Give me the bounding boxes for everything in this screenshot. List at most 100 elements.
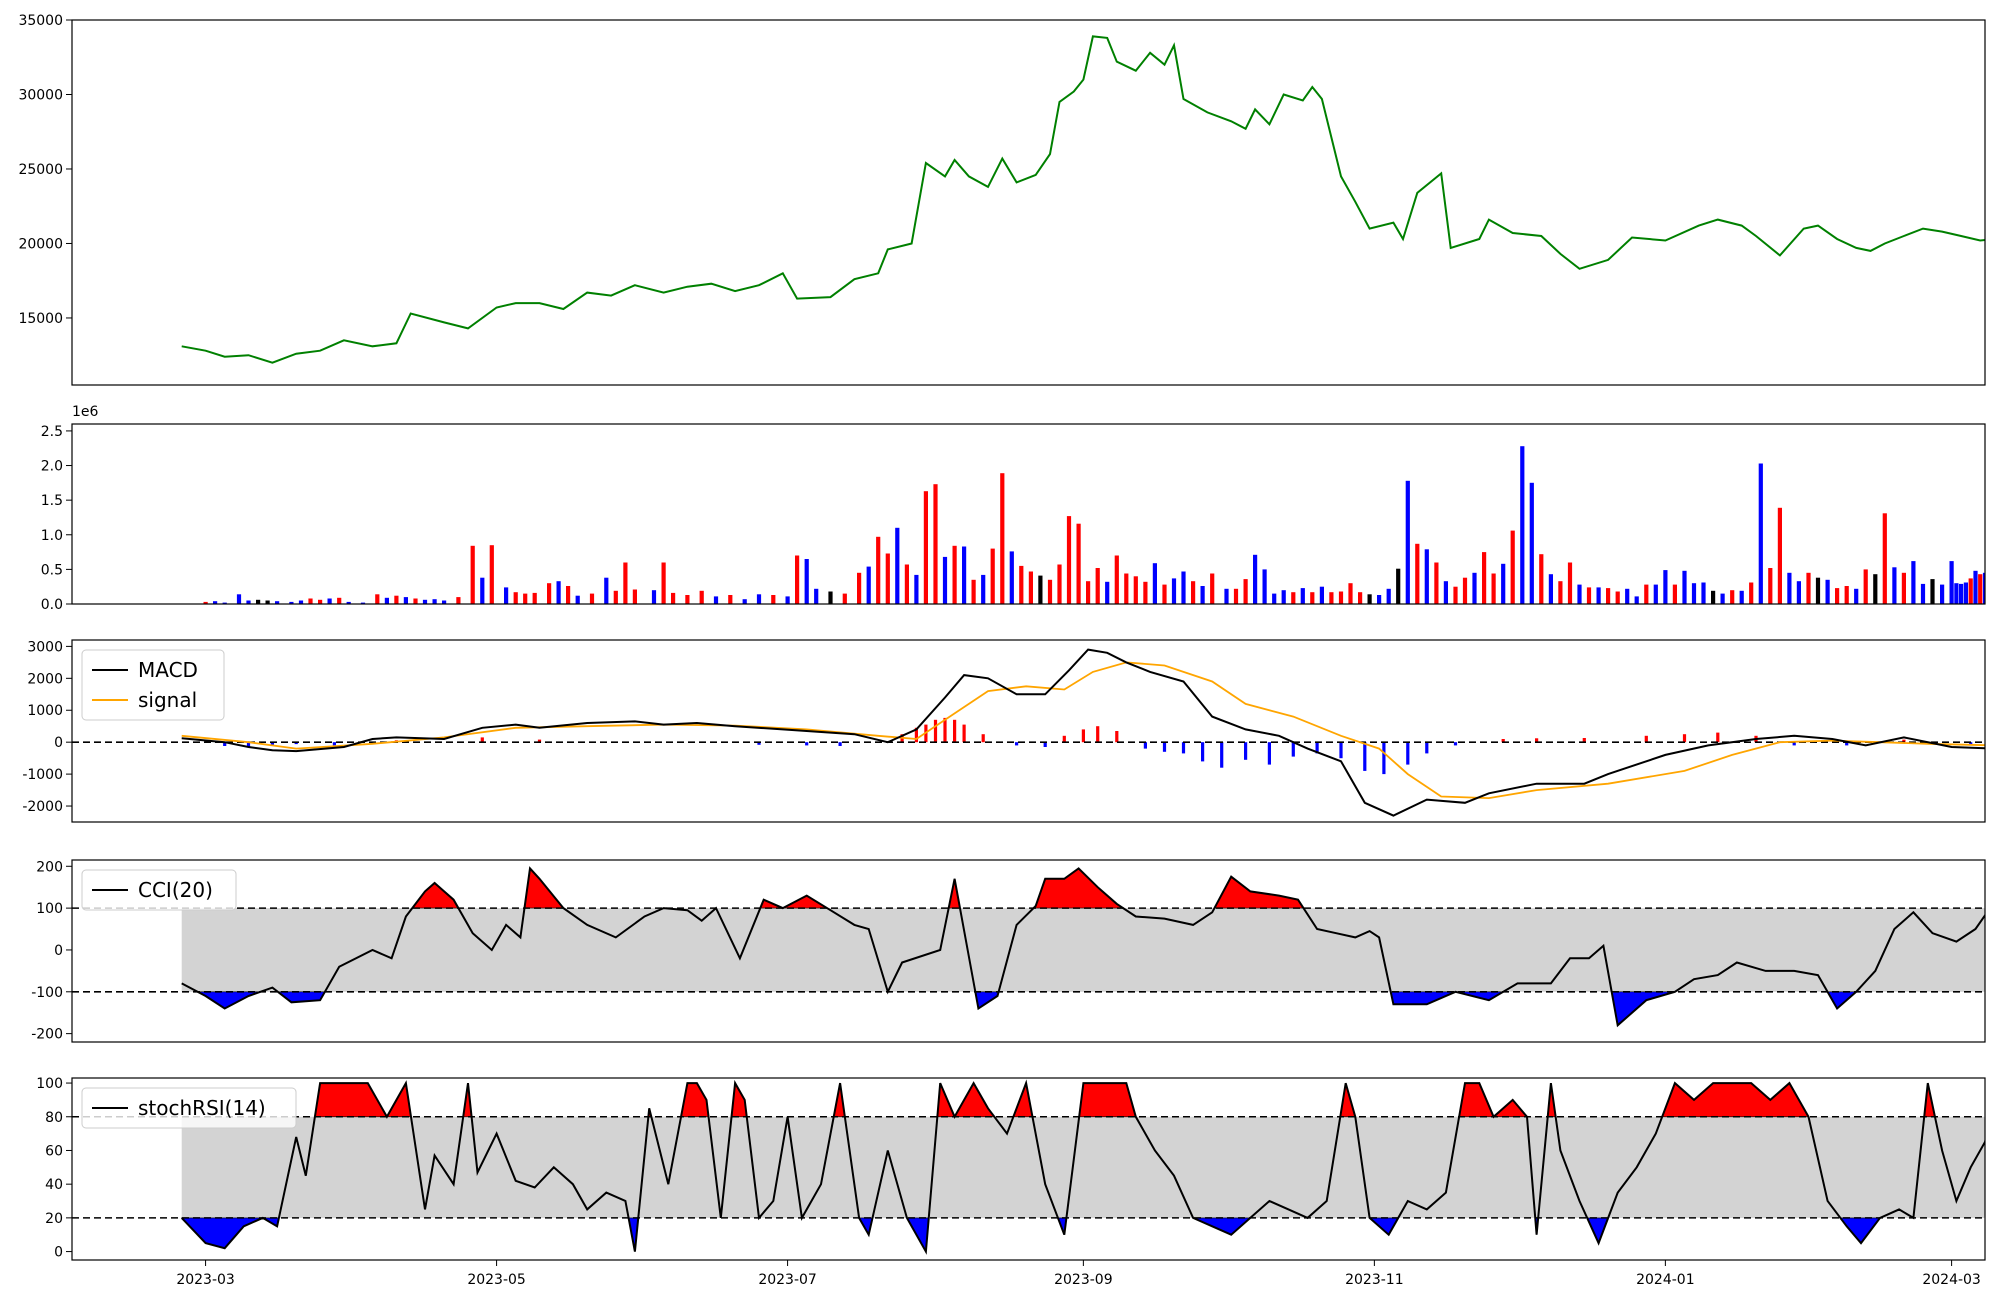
macd-histogram-bar — [1683, 734, 1686, 742]
volume-bar — [1568, 563, 1572, 605]
macd-histogram-bar — [1339, 742, 1342, 758]
volume-bar — [1453, 587, 1457, 604]
axis-scale-label: 1e6 — [72, 404, 99, 420]
volume-bar — [237, 594, 241, 604]
volume-bar — [623, 563, 627, 605]
macd-histogram-bar — [805, 742, 808, 745]
volume-bar — [1425, 549, 1429, 604]
x-tick-label: 2023-07 — [758, 1272, 817, 1288]
volume-bar — [1644, 585, 1648, 604]
volume-bar — [1682, 571, 1686, 604]
volume-bar — [604, 578, 608, 604]
x-tick-label: 2024-03 — [1922, 1272, 1981, 1288]
volume-bar — [981, 575, 985, 604]
y-tick-label: 200 — [36, 859, 63, 875]
volume-bar — [1973, 571, 1977, 604]
volume-bar — [1673, 585, 1677, 604]
volume-bar — [1950, 561, 1954, 604]
y-tick-label: 0.0 — [41, 597, 63, 613]
y-tick-label: 100 — [36, 901, 63, 917]
volume-bar — [700, 591, 704, 604]
oversold-fill — [1612, 992, 1675, 1026]
volume-bar — [1191, 581, 1195, 604]
volume-bar — [1558, 581, 1562, 604]
volume-bar — [886, 554, 890, 605]
volume-bar — [1181, 572, 1185, 605]
volume-bar — [1263, 569, 1267, 604]
volume-bar — [1387, 589, 1391, 604]
y-tick-label: 30000 — [18, 87, 63, 103]
volume-bar — [714, 596, 718, 604]
volume-bar — [504, 587, 508, 604]
volume-bar — [1396, 569, 1400, 604]
volume-bar — [1530, 483, 1534, 604]
volume-bar — [991, 549, 995, 604]
volume-bar — [1954, 583, 1958, 604]
y-tick-label: 60 — [45, 1143, 63, 1159]
volume-bar — [614, 591, 618, 604]
volume-bar — [1282, 590, 1286, 604]
volume-bar — [1520, 446, 1524, 604]
volume-bar — [590, 594, 594, 604]
volume-bar — [576, 596, 580, 604]
macd-line — [182, 650, 2000, 816]
volume-bar — [1301, 588, 1305, 604]
volume-bar — [1153, 563, 1157, 604]
volume-bar — [1992, 581, 1996, 604]
y-tick-label: 80 — [45, 1110, 63, 1126]
volume-bar — [972, 580, 976, 604]
x-tick-label: 2024-01 — [1636, 1272, 1695, 1288]
y-tick-label: 1.0 — [41, 528, 63, 544]
macd-histogram-bar — [963, 725, 966, 743]
legend-label: CCI(20) — [138, 878, 213, 902]
volume-bar — [1940, 585, 1944, 604]
x-tick-label: 2023-11 — [1345, 1272, 1404, 1288]
oversold-fill — [1391, 992, 1503, 1005]
volume-bar — [1234, 589, 1238, 604]
price-line — [182, 36, 2000, 362]
volume-bar — [1000, 473, 1004, 604]
volume-bar — [1348, 583, 1352, 604]
y-tick-label: -200 — [31, 1027, 63, 1043]
macd-histogram-bar — [1268, 742, 1271, 764]
panel-frame — [72, 640, 1985, 822]
macd-histogram-bar — [982, 734, 985, 742]
plot-area — [72, 1083, 2000, 1252]
volume-bar — [375, 594, 379, 604]
volume-bar — [1701, 583, 1705, 605]
y-tick-label: 1.5 — [41, 493, 63, 509]
plot-area — [72, 868, 2000, 1025]
y-tick-label: 0 — [54, 735, 63, 751]
y-tick-label: 15000 — [18, 311, 63, 327]
y-tick-label: 1000 — [27, 703, 63, 719]
volume-bar — [404, 597, 408, 604]
macd-histogram-bar — [1163, 742, 1166, 752]
y-tick-label: 25000 — [18, 162, 63, 178]
volume-bar — [924, 491, 928, 604]
volume-bar — [385, 598, 389, 604]
volume-bar — [337, 598, 341, 604]
volume-bar — [1492, 574, 1496, 605]
legend-label: stochRSI(14) — [138, 1096, 266, 1120]
volume-bar — [1969, 578, 1973, 604]
volume-bar — [456, 597, 460, 604]
volume-bar — [1172, 578, 1176, 604]
volume-bar — [1038, 576, 1042, 604]
volume-bar — [1826, 580, 1830, 604]
macd-histogram-bar — [1096, 726, 1099, 742]
volume-bar — [533, 593, 537, 604]
volume-bar — [1549, 574, 1553, 604]
volume-bar — [557, 581, 561, 604]
volume-bar — [1873, 574, 1877, 604]
volume-bar — [1019, 566, 1023, 604]
legend-label: MACD — [138, 658, 198, 682]
volume-bar — [1086, 581, 1090, 604]
macd-histogram-bar — [1363, 742, 1366, 771]
